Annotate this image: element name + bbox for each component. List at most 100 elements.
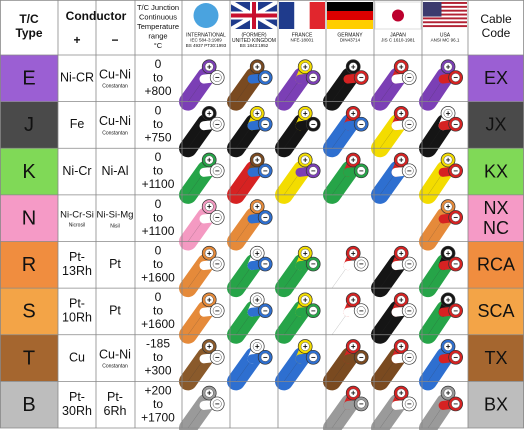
wire-sign: + [446,202,451,211]
wire-face [348,155,358,165]
cable-code: EX [484,68,508,88]
temp-range: to [153,164,163,178]
wire-face [260,259,270,269]
flag [183,2,229,29]
minus-conductor: Ni-Al [101,164,128,178]
wire-face [252,342,262,351]
type-label: T [23,347,35,369]
wire-sign: + [303,295,308,304]
code-cell [468,101,524,149]
plus-conductor: 10Rh [62,311,92,325]
wire-sign: + [255,342,260,351]
wire-sign: + [255,249,260,258]
code-header: Cable [480,12,512,26]
plus-conductor: Pt- [69,297,85,311]
wire-icon: +− [419,105,463,158]
temp-range: 0 [155,243,162,257]
temp-range: 0 [155,104,162,118]
type-label: S [22,301,35,323]
wire-sign: + [303,156,308,165]
flag-cross [231,13,277,18]
wire-sign: − [407,260,412,269]
wire-sign: − [311,120,316,129]
minus-conductor: Cu-Ni [99,114,131,128]
wire-face [348,342,358,351]
standard-name: USA [440,32,451,38]
wire-face [356,306,366,316]
type-label: E [22,68,35,90]
standard-name: GERMANY [337,32,363,38]
wire-face [260,352,270,362]
flag [279,2,325,29]
wire-sign: − [453,260,458,269]
wire-icon: +− [227,245,273,298]
wire-face [396,155,406,165]
standard-name: JAPAN [390,32,406,38]
wire-sign: + [446,342,451,351]
wire-face [252,155,262,165]
flag-sun [392,9,404,22]
cable-code: SCA [477,301,514,321]
temp-range: +1700 [141,410,175,424]
wire-face [404,306,414,316]
wire-sign: − [359,353,364,362]
wire-sign: − [359,166,364,175]
wire-face [451,259,461,269]
wire-sign: − [453,166,458,175]
wire-face [212,259,222,269]
wire-icon: +− [227,59,273,111]
wire-sign: + [399,156,404,165]
wire-face [252,248,262,258]
plus-conductor: Ni-Cr-Si [60,210,94,221]
wire-sign: + [207,389,212,398]
temp-range: 0 [155,57,162,71]
wire-face [212,352,222,362]
minus-conductor: Ni-Si-Mg [97,210,134,221]
wire-face [356,399,366,409]
temp-header: Temperature [137,22,179,31]
standard-spec: BS 1843:1952 [240,43,269,48]
wire-sign: + [255,202,260,211]
minus-conductor: Cu-Ni [99,347,131,361]
wire-sign: − [215,73,220,82]
wire-icon: +− [227,105,273,158]
wire-face [212,166,222,176]
temp-range: to [153,117,163,131]
wire-face [404,352,414,362]
cable-code: BX [484,394,508,414]
wire-icon: +− [227,152,273,204]
wire-face [348,248,358,258]
wire-face [404,119,414,129]
wire-face [451,166,461,176]
wire-face [443,388,453,398]
wire-sign: − [453,120,458,129]
minus-conductor: 6Rh [104,404,127,418]
temp-range: to [153,304,163,318]
standard-name: INTERNATIONAL [186,32,226,38]
wire-face [308,166,318,176]
wire-icon: +− [179,105,225,158]
wire-icon: +− [371,385,417,430]
temp-range: +1600 [141,317,175,331]
wire-sign: − [359,73,364,82]
plus-conductor: Ni-CR [60,71,94,85]
wire-face [356,259,366,269]
wire-icon: +− [275,292,321,344]
wire-sign: − [453,400,458,409]
wire-face [396,248,406,258]
wire-icon: +− [179,339,225,391]
wire-face [204,295,214,305]
wire-sign: + [207,342,212,351]
flag-band [327,11,373,20]
wire-face [443,155,453,165]
standard-name: FRANCE [292,32,313,38]
cable-code: JX [485,115,506,135]
plus-conductor: Pt- [69,390,85,404]
type-cell [0,194,58,242]
wire-sign: − [215,166,220,175]
wire-face [252,202,262,212]
wire-icon: +− [419,152,463,204]
wire-sign: − [263,73,268,82]
wire-face [204,202,214,212]
wire-face [443,295,453,305]
